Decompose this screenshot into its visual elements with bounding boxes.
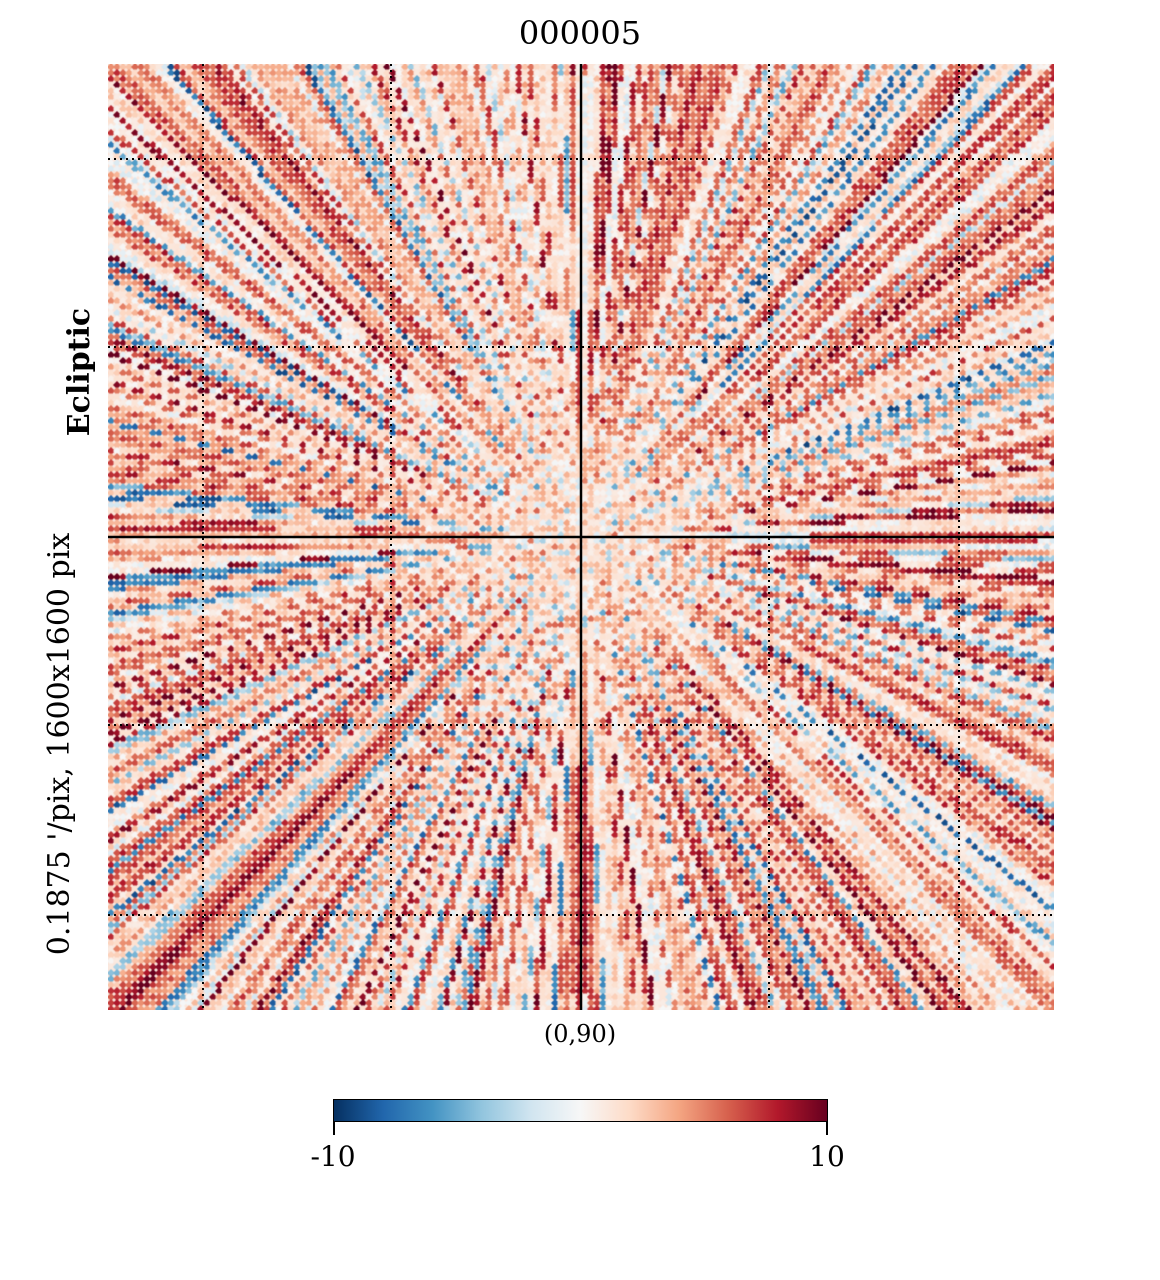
colorbar-min-label: -10: [310, 1140, 356, 1173]
resolution-label: 0.1875 '/pix, 1600x1600 pix: [42, 532, 77, 956]
map-title: 000005: [518, 14, 642, 52]
colorbar-min-tick: [333, 1121, 335, 1135]
colorbar-max-tick: [826, 1121, 828, 1135]
colorbar: [333, 1099, 828, 1122]
coordinate-system-label: Ecliptic: [62, 307, 97, 437]
colorbar-max-label: 10: [809, 1140, 845, 1173]
projection-center-label: (0,90): [543, 1020, 617, 1048]
graticule-overlay: [108, 64, 1054, 1010]
